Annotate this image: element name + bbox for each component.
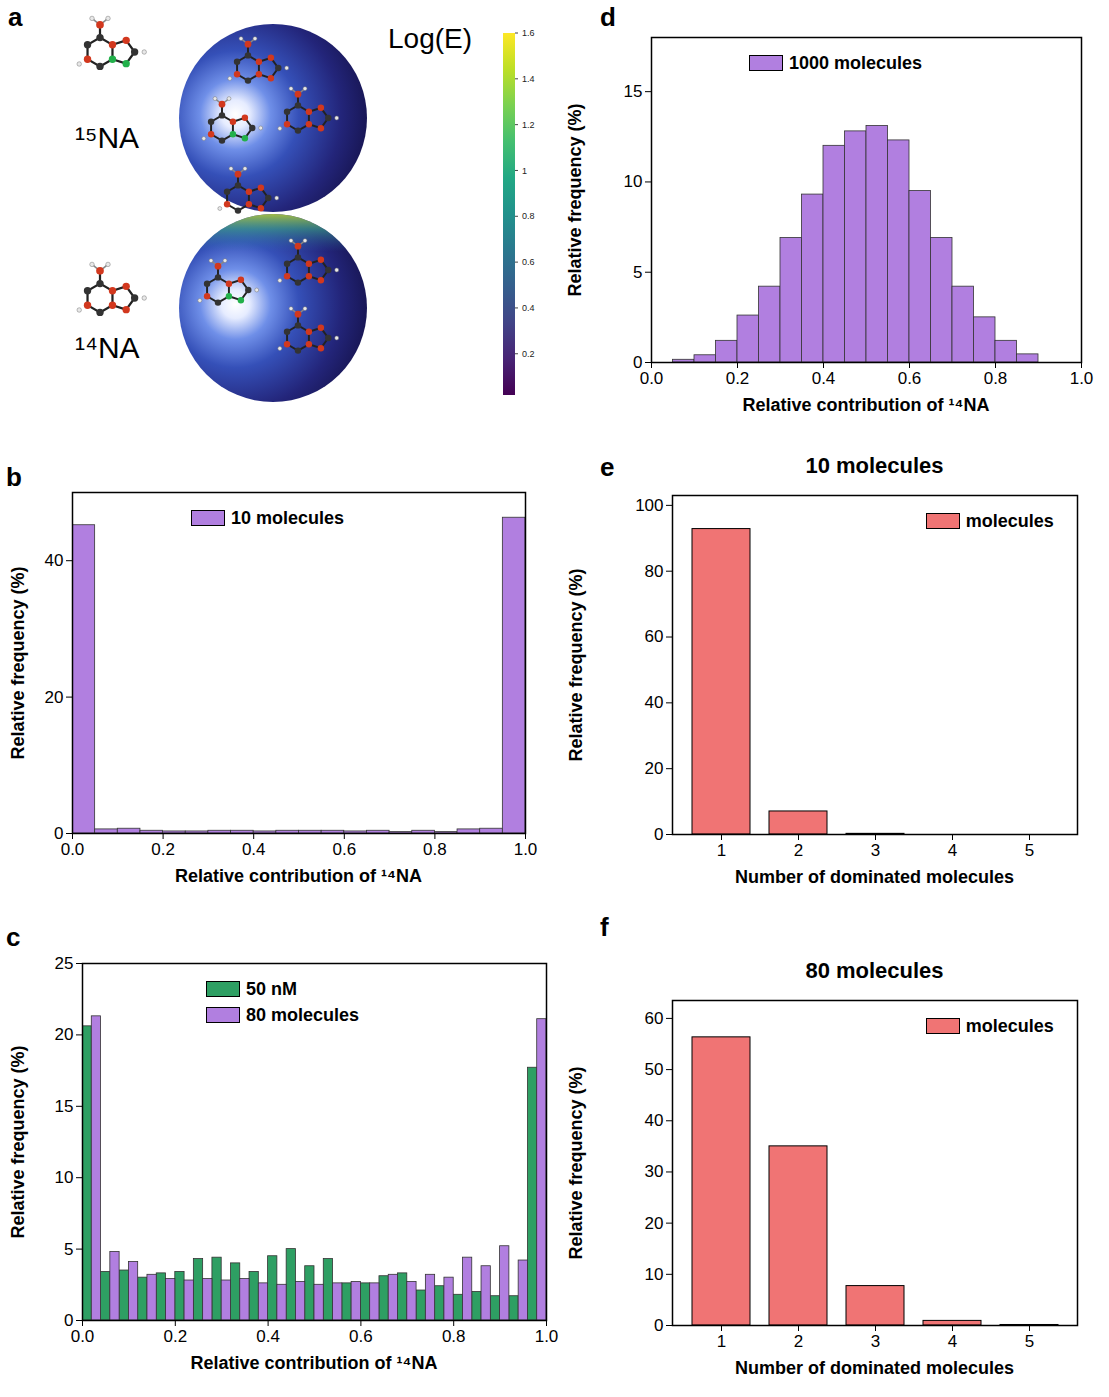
svg-text:1.6: 1.6 [522, 28, 535, 38]
html-text:Relative frequency (%): Relative frequency (%) [8, 1045, 28, 1238]
svg-text:0.8: 0.8 [442, 1327, 466, 1346]
svg-text:0.8: 0.8 [984, 369, 1008, 388]
svg-text:0.6: 0.6 [332, 840, 356, 859]
svg-text:0.8: 0.8 [423, 840, 447, 859]
svg-text:0.2: 0.2 [151, 840, 175, 859]
svg-text:¹⁵NA: ¹⁵NA [75, 121, 139, 154]
svg-text:100: 100 [635, 496, 663, 515]
svg-text:1.2: 1.2 [522, 120, 535, 130]
html-text:d: d [600, 2, 616, 32]
svg-text:5: 5 [64, 1240, 73, 1259]
svg-text:1.0: 1.0 [535, 1327, 559, 1346]
svg-text:40: 40 [645, 1111, 664, 1130]
svg-text:2: 2 [794, 1332, 803, 1351]
svg-text:20: 20 [645, 759, 664, 778]
html-text:molecules: molecules [965, 511, 1054, 531]
svg-text:0.4: 0.4 [256, 1327, 280, 1346]
svg-text:20: 20 [45, 688, 64, 707]
svg-text:40: 40 [645, 693, 664, 712]
svg-text:4: 4 [948, 1332, 957, 1351]
svg-text:0.2: 0.2 [726, 369, 750, 388]
svg-text:50: 50 [645, 1060, 664, 1079]
html-text:80 molecules: 80 molecules [805, 958, 944, 983]
svg-text:15: 15 [55, 1097, 74, 1116]
svg-text:30: 30 [645, 1162, 664, 1181]
html-text:Relative frequency (%): Relative frequency (%) [565, 103, 585, 296]
svg-text:10: 10 [645, 1265, 664, 1284]
html-text:Relative contribution of ¹⁴NA: Relative contribution of ¹⁴NA [190, 1353, 438, 1373]
svg-text:5: 5 [633, 263, 642, 282]
html-text:c: c [6, 922, 21, 952]
svg-text:5: 5 [1025, 841, 1034, 860]
svg-text:5: 5 [1025, 1332, 1034, 1351]
svg-text:1: 1 [717, 1332, 726, 1351]
svg-text:1.4: 1.4 [522, 74, 535, 84]
html-text:e: e [600, 452, 615, 482]
html-text:Relative frequency (%): Relative frequency (%) [566, 1066, 586, 1259]
html-text:Relative frequency (%): Relative frequency (%) [566, 568, 586, 761]
html-text:molecules: molecules [965, 1016, 1054, 1036]
svg-text:0.2: 0.2 [522, 349, 535, 359]
svg-text:10: 10 [55, 1168, 74, 1187]
svg-text:80: 80 [645, 562, 664, 581]
svg-text:1: 1 [522, 166, 527, 176]
html-text:a: a [8, 2, 23, 32]
html-text:b: b [6, 462, 22, 492]
svg-text:0.6: 0.6 [522, 257, 535, 267]
svg-text:0.0: 0.0 [61, 840, 85, 859]
svg-text:0: 0 [64, 1310, 74, 1330]
svg-text:40: 40 [45, 551, 64, 570]
svg-text:2: 2 [794, 841, 803, 860]
html-text:Number of dominated molecules: Number of dominated molecules [735, 867, 1014, 887]
svg-text:1.0: 1.0 [1070, 369, 1094, 388]
svg-text:0: 0 [54, 823, 64, 843]
html-text:Relative contribution of ¹⁴NA: Relative contribution of ¹⁴NA [175, 866, 422, 886]
svg-text:3: 3 [871, 841, 880, 860]
html-text:80 molecules: 80 molecules [246, 1005, 360, 1025]
svg-text:20: 20 [55, 1025, 74, 1044]
html-text:1000 molecules: 1000 molecules [788, 53, 922, 73]
svg-text:60: 60 [645, 1009, 664, 1028]
svg-text:1.0: 1.0 [514, 840, 538, 859]
svg-text:0: 0 [654, 825, 663, 844]
svg-text:25: 25 [55, 954, 74, 973]
html-text:Relative contribution of ¹⁴NA: Relative contribution of ¹⁴NA [742, 395, 990, 415]
svg-text:0.6: 0.6 [898, 369, 922, 388]
svg-text:10: 10 [624, 172, 643, 191]
svg-text:Log(E): Log(E) [388, 23, 472, 54]
svg-text:0.6: 0.6 [349, 1327, 373, 1346]
svg-text:0.0: 0.0 [71, 1327, 95, 1346]
svg-text:3: 3 [871, 1332, 880, 1351]
svg-text:0.8: 0.8 [522, 211, 535, 221]
html-text:50 nM: 50 nM [246, 979, 297, 999]
svg-text:60: 60 [645, 627, 664, 646]
html-text:10 molecules: 10 molecules [805, 453, 944, 478]
svg-text:0.4: 0.4 [812, 369, 836, 388]
html-text:Relative frequency (%): Relative frequency (%) [8, 566, 28, 759]
svg-text:¹⁴NA: ¹⁴NA [75, 331, 140, 364]
html-text:Number of dominated molecules: Number of dominated molecules [735, 1358, 1014, 1378]
svg-text:15: 15 [624, 82, 643, 101]
svg-text:1: 1 [717, 841, 726, 860]
svg-text:0: 0 [633, 352, 643, 372]
svg-text:0.4: 0.4 [242, 840, 266, 859]
html-text:f: f [600, 912, 609, 942]
svg-text:20: 20 [645, 1214, 664, 1233]
svg-text:0: 0 [654, 1316, 663, 1335]
svg-text:0.0: 0.0 [640, 369, 664, 388]
html-text:10 molecules: 10 molecules [231, 508, 345, 528]
svg-text:4: 4 [948, 841, 957, 860]
svg-text:0.2: 0.2 [163, 1327, 187, 1346]
svg-text:0.4: 0.4 [522, 303, 535, 313]
